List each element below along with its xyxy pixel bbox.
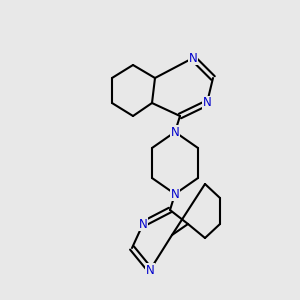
Text: N: N bbox=[139, 218, 147, 230]
Text: N: N bbox=[189, 52, 197, 64]
Text: N: N bbox=[202, 97, 211, 110]
Text: N: N bbox=[171, 125, 179, 139]
Text: N: N bbox=[146, 263, 154, 277]
Text: N: N bbox=[171, 188, 179, 200]
